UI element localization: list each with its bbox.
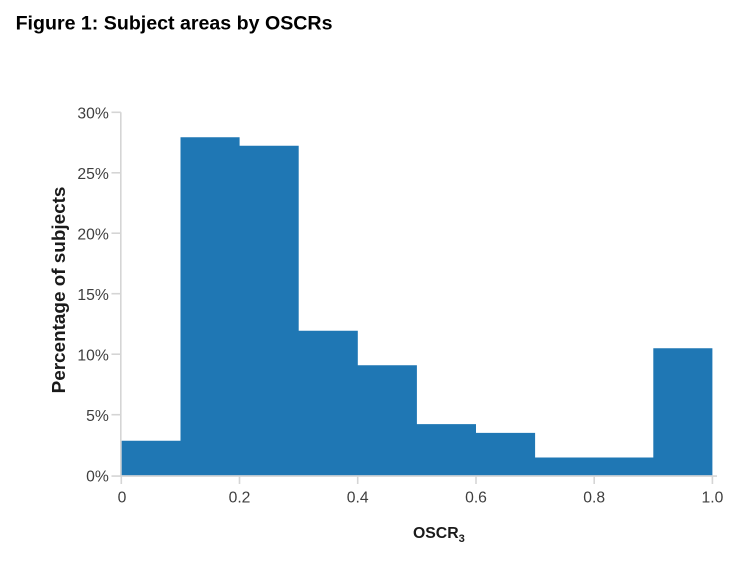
svg-text:5%: 5% [86, 408, 109, 425]
svg-text:0.2: 0.2 [229, 490, 251, 507]
svg-text:0.4: 0.4 [347, 490, 369, 507]
svg-text:10%: 10% [77, 348, 108, 365]
svg-text:0.8: 0.8 [583, 490, 605, 507]
svg-text:25%: 25% [77, 166, 108, 183]
svg-text:0.6: 0.6 [465, 490, 487, 507]
svg-text:1.0: 1.0 [701, 490, 723, 507]
svg-text:0: 0 [118, 490, 127, 507]
svg-text:OSCR3: OSCR3 [413, 525, 465, 545]
svg-text:0%: 0% [86, 469, 109, 486]
svg-text:30%: 30% [77, 106, 108, 123]
svg-text:15%: 15% [77, 287, 108, 304]
svg-text:Percentage of subjects: Percentage of subjects [49, 187, 70, 394]
svg-text:Figure 1: Subject areas by OSC: Figure 1: Subject areas by OSCRs [16, 13, 333, 35]
svg-text:20%: 20% [77, 227, 108, 244]
